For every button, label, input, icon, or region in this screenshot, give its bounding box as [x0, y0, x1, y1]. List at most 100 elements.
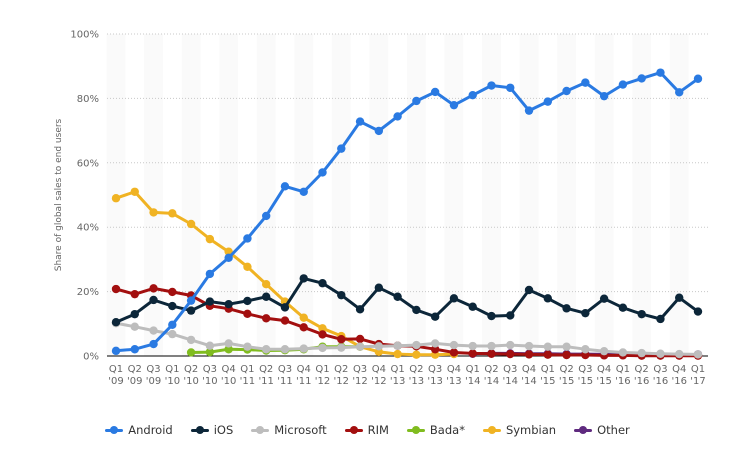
data-point[interactable] — [149, 295, 158, 305]
data-point[interactable] — [637, 309, 646, 319]
data-point[interactable] — [355, 117, 365, 126]
data-point[interactable] — [299, 313, 308, 322]
legend-item-rim[interactable]: RIM — [344, 423, 389, 437]
data-point[interactable] — [280, 345, 290, 354]
data-point[interactable] — [543, 294, 553, 303]
data-point[interactable] — [355, 342, 365, 351]
legend-item-android[interactable]: Android — [105, 423, 173, 437]
data-point[interactable] — [412, 340, 421, 350]
data-point[interactable] — [468, 302, 477, 311]
data-point[interactable] — [374, 342, 384, 351]
data-point[interactable] — [130, 345, 139, 354]
data-point[interactable] — [205, 234, 215, 244]
data-point[interactable] — [299, 344, 308, 353]
data-point[interactable] — [618, 80, 628, 89]
data-point[interactable] — [506, 349, 515, 359]
data-point[interactable] — [524, 106, 534, 115]
data-point[interactable] — [449, 294, 459, 303]
data-point[interactable] — [186, 306, 196, 315]
data-point[interactable] — [205, 347, 215, 357]
data-point[interactable] — [506, 340, 515, 350]
data-point[interactable] — [675, 88, 684, 97]
data-point[interactable] — [524, 341, 534, 351]
data-point[interactable] — [318, 324, 327, 333]
data-point[interactable] — [599, 91, 609, 101]
data-point[interactable] — [468, 349, 477, 358]
data-point[interactable] — [581, 350, 590, 360]
data-point[interactable] — [299, 323, 308, 332]
data-point[interactable] — [449, 340, 459, 350]
data-point[interactable] — [168, 287, 177, 297]
data-point[interactable] — [318, 168, 327, 177]
data-point[interactable] — [337, 335, 346, 344]
data-point[interactable] — [299, 274, 308, 283]
data-point[interactable] — [618, 303, 628, 312]
data-point[interactable] — [675, 293, 684, 302]
data-point[interactable] — [637, 74, 646, 83]
data-point[interactable] — [130, 322, 139, 331]
data-point[interactable] — [111, 284, 121, 294]
data-point[interactable] — [487, 349, 496, 358]
data-point[interactable] — [430, 339, 440, 348]
data-point[interactable] — [261, 211, 271, 221]
data-point[interactable] — [337, 144, 346, 153]
data-point[interactable] — [468, 90, 477, 100]
data-point[interactable] — [243, 342, 252, 351]
data-point[interactable] — [111, 317, 121, 327]
data-point[interactable] — [149, 339, 158, 349]
data-point[interactable] — [412, 350, 421, 359]
data-point[interactable] — [393, 112, 402, 121]
data-point[interactable] — [130, 187, 139, 196]
data-point[interactable] — [224, 253, 233, 262]
data-point[interactable] — [224, 299, 233, 309]
legend-item-ios[interactable]: iOS — [190, 423, 233, 437]
data-point[interactable] — [675, 349, 684, 359]
data-point[interactable] — [186, 219, 196, 229]
data-point[interactable] — [280, 316, 290, 325]
data-point[interactable] — [430, 87, 440, 97]
data-point[interactable] — [168, 329, 177, 339]
data-point[interactable] — [393, 341, 402, 350]
data-point[interactable] — [412, 305, 421, 315]
data-point[interactable] — [243, 309, 252, 319]
data-point[interactable] — [487, 341, 496, 351]
data-point[interactable] — [149, 208, 158, 217]
data-point[interactable] — [318, 279, 327, 288]
data-point[interactable] — [374, 283, 384, 292]
legend-item-microsoft[interactable]: Microsoft — [251, 423, 327, 437]
legend-item-bada[interactable]: Bada* — [406, 423, 465, 437]
data-point[interactable] — [562, 350, 571, 360]
data-point[interactable] — [261, 279, 271, 289]
data-point[interactable] — [656, 314, 665, 324]
data-point[interactable] — [618, 348, 628, 357]
legend-item-symbian[interactable]: Symbian — [482, 423, 556, 437]
data-point[interactable] — [355, 334, 365, 344]
data-point[interactable] — [205, 297, 215, 306]
data-point[interactable] — [355, 305, 365, 314]
data-point[interactable] — [168, 320, 177, 329]
data-point[interactable] — [168, 301, 177, 311]
data-point[interactable] — [205, 341, 215, 350]
data-point[interactable] — [224, 345, 233, 354]
data-point[interactable] — [581, 78, 590, 87]
data-point[interactable] — [506, 311, 515, 320]
data-point[interactable] — [599, 294, 609, 303]
data-point[interactable] — [599, 346, 609, 356]
data-point[interactable] — [430, 345, 440, 354]
data-point[interactable] — [111, 194, 121, 203]
data-point[interactable] — [393, 349, 402, 359]
data-point[interactable] — [111, 346, 121, 356]
data-point[interactable] — [224, 339, 233, 348]
data-point[interactable] — [562, 342, 571, 351]
data-point[interactable] — [280, 303, 290, 312]
data-point[interactable] — [581, 308, 590, 318]
data-point[interactable] — [393, 292, 402, 301]
data-point[interactable] — [149, 326, 158, 335]
data-point[interactable] — [318, 343, 327, 353]
data-point[interactable] — [468, 341, 477, 351]
data-point[interactable] — [186, 348, 196, 357]
data-point[interactable] — [168, 209, 177, 218]
data-point[interactable] — [130, 289, 139, 299]
data-point[interactable] — [487, 311, 496, 321]
data-point[interactable] — [449, 348, 459, 357]
